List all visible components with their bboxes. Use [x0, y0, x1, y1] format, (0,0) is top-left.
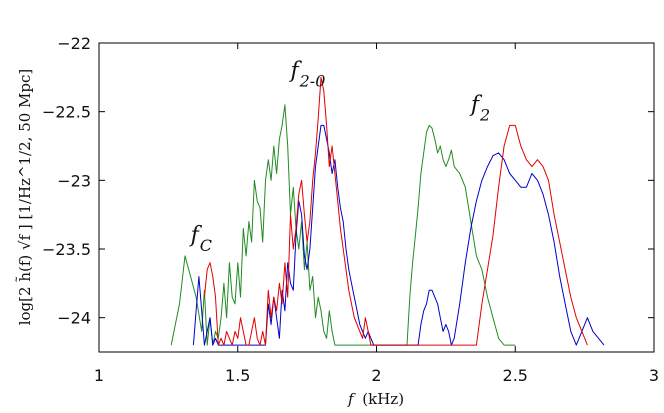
annotation-layer: fC f2-0 f2 [189, 58, 491, 255]
series-layer [170, 76, 605, 346]
plot-frame [98, 42, 655, 353]
series-line-2 [192, 124, 605, 346]
peak-annotation: f2 [469, 93, 490, 125]
x-tick-label: 3 [649, 366, 659, 385]
peak-annotation: fC [189, 223, 212, 255]
x-tick-label: 1.5 [225, 366, 250, 385]
y-tick-label: −23.5 [42, 240, 91, 259]
y-axis-label: log[2 h̃(f) √f ] [1/Hz^1/2, 50 Mpc] [16, 69, 34, 326]
x-tick-label: 1 [94, 366, 104, 385]
y-tick-label: −22 [57, 34, 91, 53]
series-line-1 [170, 104, 516, 346]
y-tick-label: −22.5 [42, 103, 91, 122]
peak-annotation: f2-0 [288, 58, 325, 90]
x-axis-label-unit: (kHz) [362, 390, 404, 408]
x-axis-label-var: f [347, 390, 356, 408]
x-tick-label: 2.5 [503, 366, 528, 385]
x-axis-label: f (kHz) [347, 390, 404, 408]
y-tick-label: −23 [57, 171, 91, 190]
series-line-3 [203, 76, 588, 346]
x-tick-label: 2 [371, 366, 381, 385]
y-tick-label: −24 [57, 309, 91, 328]
ticks-layer: 1 1.5 2 2.5 3 −22 −22.5 −23 −23.5 −24 [42, 34, 659, 385]
